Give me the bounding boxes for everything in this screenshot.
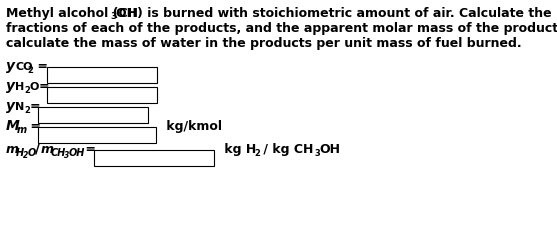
Text: fractions of each of the products, and the apparent molar mass of the product ga: fractions of each of the products, and t… xyxy=(6,22,557,35)
Text: 2: 2 xyxy=(23,151,28,160)
Text: 3: 3 xyxy=(110,12,116,21)
Text: O: O xyxy=(30,82,40,92)
Bar xyxy=(94,150,214,166)
Text: 2: 2 xyxy=(24,86,30,95)
Text: =: = xyxy=(39,80,50,93)
Bar xyxy=(38,127,156,143)
Text: 3: 3 xyxy=(64,151,69,160)
Text: 3: 3 xyxy=(314,149,320,158)
Text: m: m xyxy=(41,143,54,156)
Text: M: M xyxy=(6,119,19,133)
Text: CO: CO xyxy=(15,62,32,72)
Text: /: / xyxy=(35,142,40,156)
Bar xyxy=(38,107,148,123)
Text: / kg CH: / kg CH xyxy=(259,143,314,156)
Text: kg H: kg H xyxy=(220,143,256,156)
Text: =: = xyxy=(33,60,48,73)
Text: =: = xyxy=(26,120,41,133)
Bar xyxy=(47,87,157,103)
Text: y: y xyxy=(6,79,15,93)
Bar xyxy=(47,67,157,83)
Text: y: y xyxy=(6,99,15,113)
Text: N: N xyxy=(15,102,25,112)
Text: H: H xyxy=(16,148,24,158)
Text: calculate the mass of water in the products per unit mass of fuel burned.: calculate the mass of water in the produ… xyxy=(6,37,521,50)
Text: 2: 2 xyxy=(254,149,260,158)
Text: 2: 2 xyxy=(27,66,33,75)
Text: OH) is burned with stoichiometric amount of air. Calculate the mole: OH) is burned with stoichiometric amount… xyxy=(116,7,557,20)
Text: 2: 2 xyxy=(24,106,30,115)
Text: m: m xyxy=(6,143,19,156)
Text: Methyl alcohol (CH: Methyl alcohol (CH xyxy=(6,7,138,20)
Text: OH: OH xyxy=(319,143,340,156)
Text: CH: CH xyxy=(51,148,66,158)
Text: m: m xyxy=(17,125,27,135)
Text: O: O xyxy=(28,148,36,158)
Text: OH: OH xyxy=(69,148,85,158)
Text: kg/kmol: kg/kmol xyxy=(162,120,222,133)
Text: =: = xyxy=(30,100,41,113)
Text: y: y xyxy=(6,59,15,73)
Text: H: H xyxy=(15,82,25,92)
Text: =: = xyxy=(81,143,96,156)
